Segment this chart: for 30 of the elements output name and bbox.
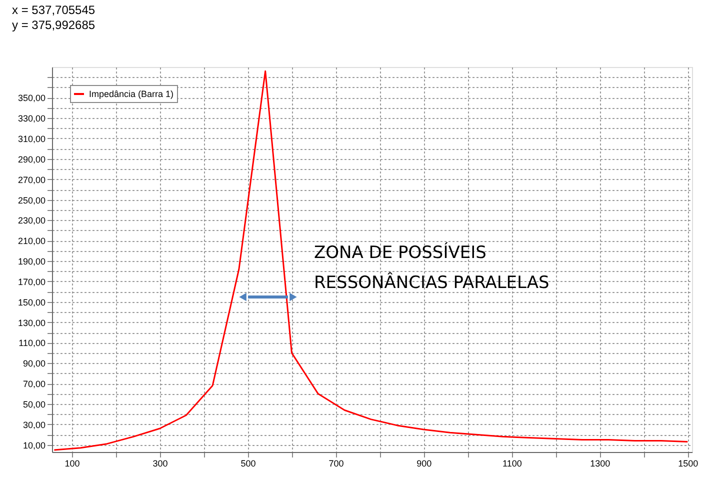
y-tick-label: 110,00 xyxy=(18,338,46,348)
y-tick-label: 350,00 xyxy=(18,93,46,104)
y-tick-label: 10,00 xyxy=(22,440,46,450)
y-tick-label: 250,00 xyxy=(18,195,46,206)
y-tick-label: 330,00 xyxy=(18,114,46,124)
y-tick-label: 290,00 xyxy=(18,154,46,164)
x-tick-label: 500 xyxy=(240,458,256,468)
text: x = 537,705545 y = 375,992685 xyxy=(12,3,96,32)
x-tick-label: 1500 xyxy=(678,458,698,468)
y-tick-label: 170,00 xyxy=(18,276,46,287)
x-tick-label: 700 xyxy=(328,458,344,468)
y-tick-label: 30,00 xyxy=(22,420,46,430)
y-tick-label: 130,00 xyxy=(18,318,46,328)
x-tick-label: 1100 xyxy=(502,458,522,468)
x-tick-label: 300 xyxy=(152,458,168,468)
y-tick-label: 150,00 xyxy=(18,297,46,308)
y-tick-label: 270,00 xyxy=(18,174,46,185)
x-tick-label: 1300 xyxy=(590,458,610,468)
y-tick-label: 230,00 xyxy=(18,216,46,226)
y-tick-label: 210,00 xyxy=(18,236,46,246)
y-tick-label: 90,00 xyxy=(22,358,46,369)
y-tick-label: 310,00 xyxy=(18,134,46,144)
x-tick-label: 100 xyxy=(64,458,80,468)
y-tick-label: 190,00 xyxy=(18,256,46,267)
y-tick-label: 50,00 xyxy=(22,400,46,410)
annotation: ZONA DE POSSÍVEIS RESSONÂNCIAS PARALELAS xyxy=(314,242,550,293)
x-tick-label: 900 xyxy=(416,458,432,468)
line-series xyxy=(53,70,688,451)
legend-label: Impedância (Barra 1) xyxy=(89,89,174,99)
y-tick-label: 70,00 xyxy=(22,379,46,390)
